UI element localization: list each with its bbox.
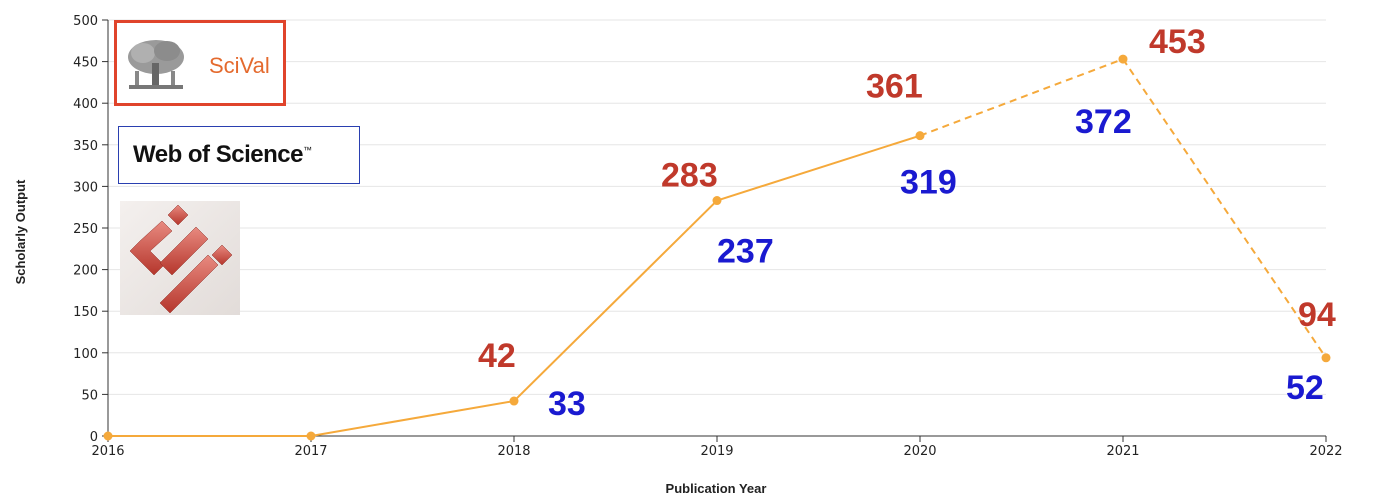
wos-text: Web of Science: [133, 141, 303, 168]
blue-annotation-label: 33: [548, 385, 586, 423]
data-points: [103, 54, 1331, 441]
x-tick-label: 2018: [497, 444, 530, 459]
red-annotation-label: 361: [866, 68, 923, 106]
x-tick-label: 2020: [903, 444, 936, 459]
elsevier-tree-icon: [128, 40, 184, 89]
y-tick-label: 350: [73, 139, 98, 154]
scival-logo: SciVal: [114, 20, 286, 106]
blue-annotation-label: 237: [717, 233, 774, 271]
data-point: [915, 131, 925, 141]
data-point: [712, 196, 722, 206]
y-tick-label: 450: [73, 56, 98, 71]
y-tick-label: 250: [73, 222, 98, 237]
data-point: [1321, 353, 1331, 363]
web-of-science-logo: Web of Science™: [118, 126, 360, 184]
series-segment: [310, 400, 515, 437]
red-annotation-label: 453: [1149, 23, 1206, 61]
y-tick-label: 50: [81, 388, 98, 403]
x-tick-labels: 2016 2017 2018 2019 2020 2021 2022: [91, 444, 1342, 459]
blue-annotation-label: 52: [1286, 369, 1324, 407]
gridlines: [108, 19, 1326, 437]
y-tick-label: 300: [73, 180, 98, 195]
red-annotation-label: 283: [661, 157, 718, 195]
x-tick-label: 2019: [700, 444, 733, 459]
red-annotation-label: 42: [478, 337, 516, 375]
x-tick-label: 2017: [294, 444, 327, 459]
blue-annotation-label: 372: [1075, 103, 1132, 141]
y-tick-label: 150: [73, 305, 98, 320]
series-segment: [1122, 58, 1327, 359]
series-segment: [513, 199, 718, 402]
x-tick-label: 2016: [91, 444, 124, 459]
scival-text: SciVal: [209, 53, 270, 78]
y-axis-title: Scholarly Output: [13, 179, 28, 284]
blue-annotation-label: 319: [900, 164, 957, 202]
data-point: [509, 396, 519, 406]
series-segment: [716, 134, 921, 202]
y-tick-label: 100: [73, 347, 98, 362]
y-tick-label: 400: [73, 97, 98, 112]
annotations: 42 283 361 453 94 33 237 319 372 52: [478, 23, 1336, 423]
red-annotation-label: 94: [1298, 296, 1336, 334]
data-point: [1118, 54, 1128, 64]
y-tick-label: 0: [90, 430, 98, 445]
x-tick-label: 2022: [1309, 444, 1342, 459]
y-tick-label: 200: [73, 264, 98, 279]
data-point: [103, 431, 113, 441]
series-segment: [919, 58, 1124, 137]
y-tick-label: 500: [73, 14, 98, 29]
red-cube-logo-icon: [120, 201, 240, 315]
y-tick-labels: 0 50 100 150 200 250 300 350 400 450 500: [73, 14, 98, 445]
wos-trademark: ™: [302, 145, 312, 155]
x-tick-label: 2021: [1106, 444, 1139, 459]
data-point: [306, 431, 316, 441]
x-axis-title: Publication Year: [666, 481, 767, 495]
series-lines: [108, 58, 1327, 437]
